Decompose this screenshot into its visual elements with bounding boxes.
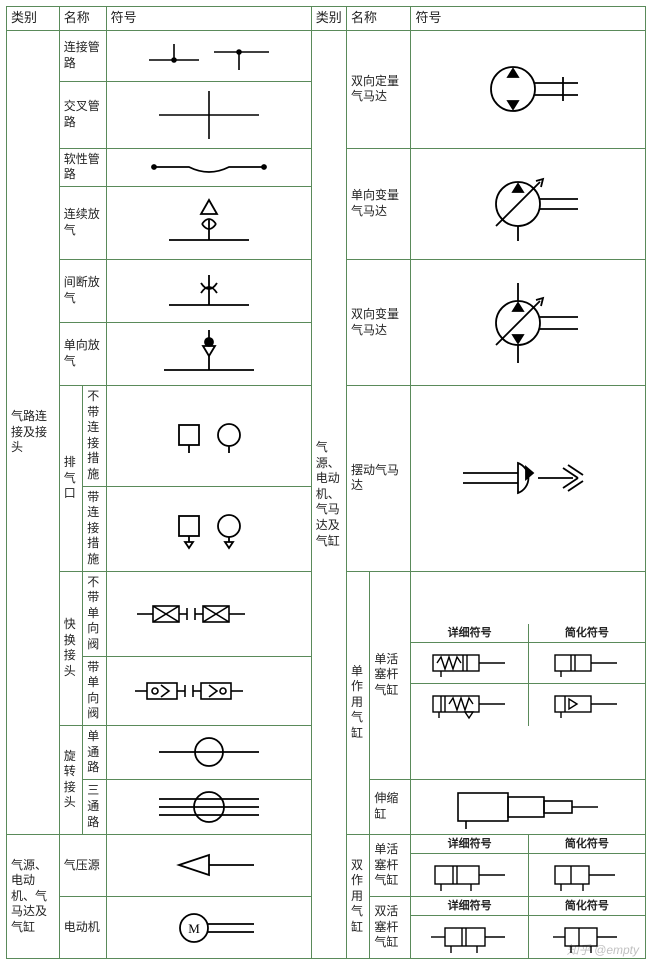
name-bidir-var-motor: 双向变量气马达: [346, 260, 410, 386]
sym-single-rod: 详细符号 简化符号: [411, 571, 646, 779]
sym-air-src: [106, 834, 311, 896]
name-quick-a: 不带单向阀: [83, 571, 106, 656]
name-exhaust-a: 不带连接措施: [83, 386, 106, 487]
lbl-detail-2: 详细符号: [411, 835, 527, 853]
sym-quick-b: [106, 656, 311, 725]
name-uni-var-motor: 单向变量气马达: [346, 148, 410, 259]
sym-uni-exhaust: [106, 323, 311, 386]
name-single-rod: 单活塞杆气缸: [370, 571, 411, 779]
name-rotary-b: 三通路: [83, 779, 106, 834]
hdr-sym-r: 符号: [411, 7, 646, 31]
symbols-table: 类别 名称 符号 类别 名称 符号 气路连接及接头 连接管路 气源、电动机、气马…: [6, 6, 646, 959]
grp-double-act: 双作用气缸: [346, 834, 369, 959]
sym-quick-a: [106, 571, 311, 656]
name-dac-rod2: 双活塞杆气缸: [370, 897, 411, 959]
lbl-simple-1: 简化符号: [528, 624, 645, 642]
grp-exhaust: 排气口: [59, 386, 82, 572]
sym-bidir-var-motor: [411, 260, 646, 386]
left-cat-1: 气路连接及接头: [7, 30, 60, 834]
hdr-sym-l: 符号: [106, 7, 311, 31]
name-osc-motor: 摆动气马达: [346, 386, 410, 572]
lbl-detail-3: 详细符号: [411, 897, 527, 915]
name-bidir-fixed-motor: 双向定量气马达: [346, 30, 410, 148]
grp-quick: 快换接头: [59, 571, 82, 725]
sym-dac2-det: [411, 916, 527, 958]
name-elec-motor: 电动机: [59, 897, 106, 959]
motor-letter: M: [188, 921, 200, 936]
grp-rotary: 旋转接头: [59, 725, 82, 834]
lbl-simple-3: 简化符号: [528, 897, 645, 915]
sym-exhaust-a: [106, 386, 311, 487]
sym-cont-exhaust: [106, 187, 311, 260]
sym-telescopic: [411, 779, 646, 834]
name-inter-exhaust: 间断放气: [59, 260, 106, 323]
name-telescopic: 伸缩缸: [370, 779, 411, 834]
name-exhaust-b: 带连接措施: [83, 486, 106, 571]
name-cont-exhaust: 连续放气: [59, 187, 106, 260]
sym-rotary-a: [106, 725, 311, 779]
name-quick-b: 带单向阀: [83, 656, 106, 725]
name-cross-pipe: 交叉管路: [59, 81, 106, 148]
sym-sac-det-2: [411, 684, 527, 726]
name-rotary-a: 单通路: [83, 725, 106, 779]
sym-sac-sim-1: [528, 643, 645, 683]
hdr-cat-l: 类别: [7, 7, 60, 31]
sym-dac1-sim: [528, 854, 645, 896]
sym-exhaust-b: [106, 486, 311, 571]
sym-dac-rod2: 详细符号 简化符号: [411, 897, 646, 959]
sym-inter-exhaust: [106, 260, 311, 323]
sym-conn-pipe: [106, 30, 311, 81]
sym-flex-pipe: [106, 148, 311, 186]
sym-sac-sim-2: [528, 684, 645, 726]
hdr-name-r: 名称: [346, 7, 410, 31]
lbl-simple-2: 简化符号: [528, 835, 645, 853]
name-air-src: 气压源: [59, 834, 106, 896]
grp-single-act: 单作用气缸: [346, 571, 369, 834]
name-conn-pipe: 连接管路: [59, 30, 106, 81]
left-cat-2: 气源、电动机、气马达及气缸: [7, 834, 60, 959]
sym-bidir-fixed-motor: [411, 30, 646, 148]
name-uni-exhaust: 单向放气: [59, 323, 106, 386]
sym-sac-det-1: [411, 643, 527, 683]
name-dac-rod1: 单活塞杆气缸: [370, 834, 411, 896]
sym-dac1-det: [411, 854, 527, 896]
right-cat: 气源、电动机、气马达及气缸: [311, 30, 346, 958]
sym-uni-var-motor: [411, 148, 646, 259]
sym-osc-motor: [411, 386, 646, 572]
sym-dac2-sim: [528, 916, 645, 958]
sym-cross-pipe: [106, 81, 311, 148]
sym-elec-motor: M: [106, 897, 311, 959]
hdr-name-l: 名称: [59, 7, 106, 31]
name-flex-pipe: 软性管路: [59, 148, 106, 186]
sym-rotary-b: [106, 779, 311, 834]
sym-dac-rod1: 详细符号 简化符号: [411, 834, 646, 896]
lbl-detail-1: 详细符号: [411, 624, 527, 642]
hdr-cat-r: 类别: [311, 7, 346, 31]
